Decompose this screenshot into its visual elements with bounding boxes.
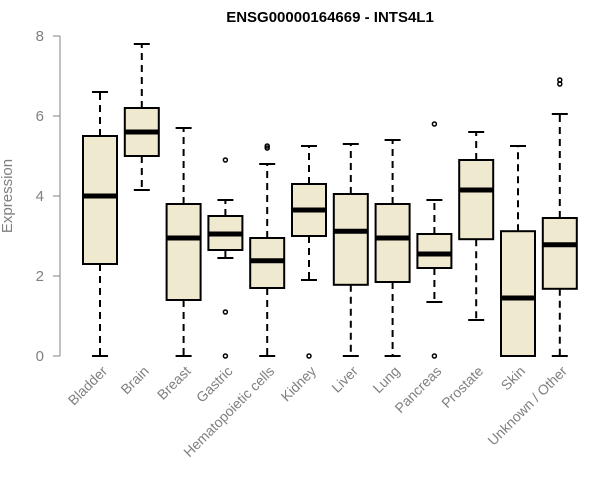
- y-tick-label: 8: [36, 28, 44, 45]
- box-iqr: [541, 217, 578, 290]
- box-group: [332, 143, 369, 357]
- box-group: [165, 127, 202, 357]
- outlier-point: [557, 77, 563, 83]
- box-group: [207, 157, 244, 359]
- box-group: [82, 91, 118, 357]
- box-group: [541, 77, 578, 357]
- y-tick-label: 4: [36, 188, 44, 205]
- box-iqr: [416, 233, 453, 269]
- outlier-point: [222, 353, 229, 359]
- y-axis-ticks: 0 2 4 6 8: [36, 28, 60, 365]
- x-tick-label: Lung: [369, 363, 402, 396]
- outlier-point: [306, 353, 312, 359]
- y-axis-label: Expression: [0, 159, 16, 233]
- x-tick-label: Kidney: [278, 363, 320, 405]
- outlier-point: [264, 143, 270, 149]
- box-iqr: [82, 135, 118, 265]
- box-group: [458, 131, 495, 321]
- y-tick-label: 2: [36, 268, 44, 285]
- x-tick-label: Skin: [498, 363, 529, 394]
- x-tick-label: Breast: [154, 363, 194, 403]
- x-tick-label: Bladder: [65, 363, 111, 409]
- x-tick-label: Prostate: [438, 363, 486, 411]
- box-group: [291, 145, 327, 359]
- box-group: [500, 145, 536, 357]
- box-group: [374, 139, 411, 357]
- box-iqr: [458, 159, 495, 241]
- chart-title: ENSG00000164669 - INTS4L1: [226, 9, 434, 26]
- box-iqr: [374, 203, 411, 283]
- outlier-point: [222, 157, 229, 163]
- box-group: [123, 43, 160, 191]
- outlier-point: [431, 121, 438, 127]
- box-series: [82, 43, 578, 359]
- box-iqr: [500, 230, 536, 357]
- box-iqr: [332, 193, 369, 286]
- box-iqr: [165, 203, 202, 301]
- outlier-point: [222, 309, 229, 315]
- box-group: [416, 121, 453, 359]
- x-tick-label: Unknown / Other: [484, 363, 570, 449]
- box-group: [249, 143, 286, 357]
- x-tick-label: Liver: [328, 363, 361, 396]
- outlier-point: [264, 145, 270, 151]
- y-tick-label: 6: [36, 108, 44, 125]
- x-tick-label: Brain: [117, 363, 151, 397]
- y-tick-label: 0: [36, 348, 44, 365]
- outlier-point: [431, 353, 438, 359]
